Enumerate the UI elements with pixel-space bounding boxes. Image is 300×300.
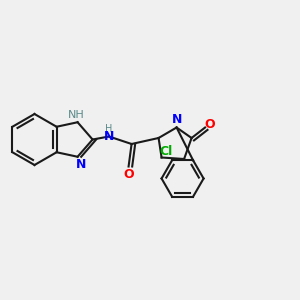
Text: Cl: Cl <box>160 145 173 158</box>
Text: H: H <box>105 124 113 134</box>
Text: NH: NH <box>68 110 85 120</box>
Text: N: N <box>75 158 86 171</box>
Text: O: O <box>204 118 215 131</box>
Text: N: N <box>104 130 114 143</box>
Text: N: N <box>171 113 182 127</box>
Text: O: O <box>123 167 134 181</box>
